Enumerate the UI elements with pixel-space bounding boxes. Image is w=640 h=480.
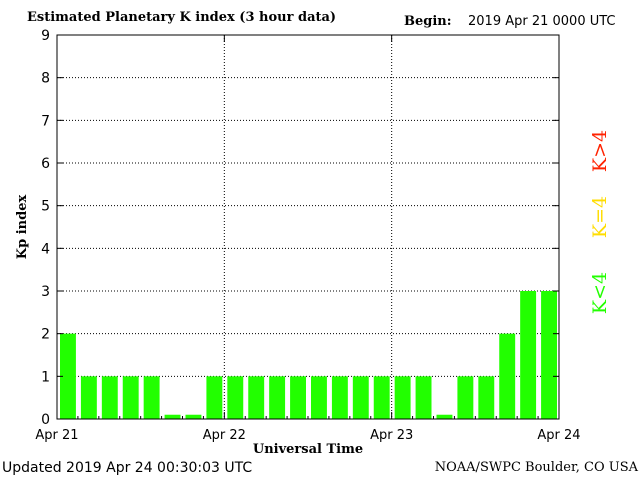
y-tick-label: 5 (41, 199, 50, 215)
kp-bar (227, 376, 244, 419)
kp-bar (164, 414, 181, 419)
kp-bar (499, 333, 516, 419)
kp-bar (520, 291, 537, 419)
legend-k-greater-4: K>4 (589, 129, 611, 173)
y-tick-label: 6 (41, 156, 50, 172)
begin-value: 2019 Apr 21 0000 UTC (468, 14, 616, 29)
chart-grid (57, 34, 559, 419)
y-tick-label: 1 (41, 369, 50, 385)
chart-title: Estimated Planetary K index (3 hour data… (27, 10, 337, 25)
kp-bar (352, 376, 369, 419)
kp-bar (394, 376, 411, 419)
y-axis-label: Kp index (15, 195, 30, 260)
kp-bar (373, 376, 390, 419)
kp-bar (122, 376, 139, 419)
kp-bar (290, 376, 306, 419)
kp-bar (269, 376, 286, 419)
credit-text: NOAA/SWPC Boulder, CO USA (434, 460, 638, 475)
y-tick-label: 7 (41, 113, 50, 129)
kp-bar (415, 376, 432, 419)
kp-bar (60, 333, 76, 419)
y-tick-label: 8 (41, 71, 50, 87)
legend-k-equal-4: K=4 (589, 195, 611, 239)
kp-bar (80, 376, 97, 419)
chart-bars (60, 291, 557, 419)
x-tick-label: Apr 21 (35, 428, 78, 443)
x-tick-labels: Apr 21 Apr 22 Apr 23 Apr 24 (35, 428, 580, 443)
x-tick-label: Apr 22 (203, 428, 246, 443)
kp-bar (185, 414, 202, 419)
y-tick-labels: 0 1 2 3 4 5 6 7 8 9 (41, 28, 50, 428)
y-tick-label: 3 (41, 284, 50, 300)
kp-bar (101, 376, 118, 419)
chart-ticks (56, 34, 560, 420)
x-tick-label: Apr 24 (537, 428, 580, 443)
plot-frame (56, 34, 560, 420)
kp-bar (541, 291, 557, 419)
x-tick-label: Apr 23 (370, 428, 413, 443)
begin-label: Begin: (404, 14, 452, 29)
y-tick-label: 0 (41, 412, 50, 428)
kp-bar (478, 376, 495, 419)
kp-bar (457, 376, 474, 419)
y-tick-label: 2 (41, 327, 50, 343)
kp-bar (311, 376, 327, 419)
kp-bar (436, 414, 453, 419)
kp-bar (143, 376, 160, 419)
legend-k-less-4: K<4 (589, 271, 611, 315)
kp-bar (206, 376, 223, 419)
x-axis-label: Universal Time (253, 442, 363, 457)
kp-bar (248, 376, 265, 419)
y-tick-label: 4 (41, 241, 50, 257)
updated-timestamp: Updated 2019 Apr 24 00:30:03 UTC (2, 460, 253, 476)
y-tick-label: 9 (41, 28, 50, 44)
kp-bar (331, 376, 348, 419)
